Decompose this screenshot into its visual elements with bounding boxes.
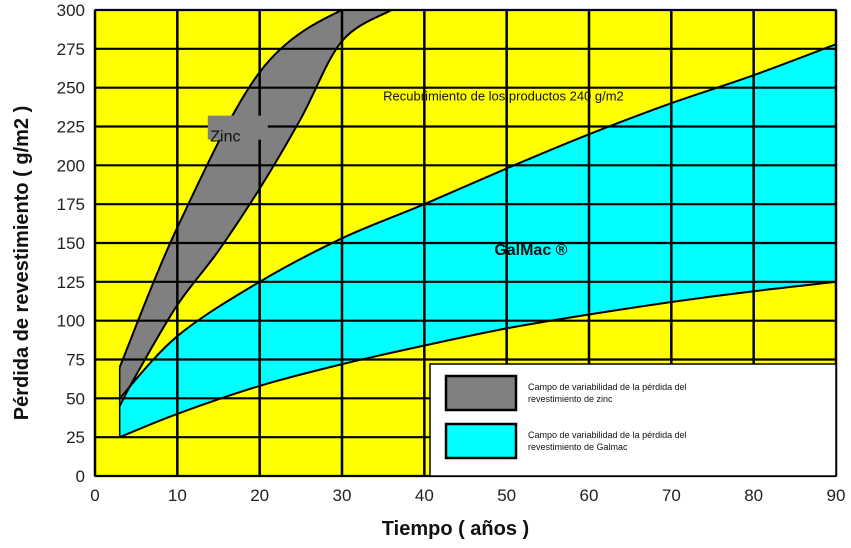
x-tick-2: 20 — [250, 486, 269, 505]
y-tick-labels: 0 25 50 75 100 125 150 175 200 225 250 275 300 — [57, 1, 85, 486]
x-tick-4: 40 — [415, 486, 434, 505]
y-axis-title: Pérdida de revestimiento ( g/m2 ) — [11, 106, 33, 421]
x-tick-6: 60 — [580, 486, 599, 505]
legend-swatch-1 — [444, 422, 518, 460]
data-areas — [119, 10, 836, 438]
upper-boundary-0 — [118, 10, 392, 368]
y-tick-7: 175 — [57, 195, 85, 214]
y-tick-3: 75 — [66, 351, 85, 370]
legend-label-0: Campo de variabilidad de la pérdida del r… — [528, 382, 687, 404]
x-tick-labels: 0 10 20 30 40 50 60 70 80 90 — [90, 486, 845, 505]
y-tick-0: 0 — [76, 467, 85, 486]
area-1 — [119, 44, 836, 438]
legend-label-1: Campo de variabilidad de la pérdida del r… — [528, 430, 687, 452]
y-tick-9: 225 — [57, 118, 85, 137]
y-tick-12: 300 — [57, 1, 85, 20]
y-tick-10: 250 — [57, 79, 85, 98]
y-tick-2: 50 — [66, 389, 85, 408]
x-tick-7: 70 — [662, 486, 681, 505]
x-tick-5: 50 — [497, 486, 516, 505]
zinc-label-bg — [207, 115, 268, 140]
y-tick-8: 200 — [57, 156, 85, 175]
x-tick-9: 90 — [827, 486, 846, 505]
legend-swatch-0 — [444, 374, 518, 412]
zinc-region-label: Zinc — [210, 128, 240, 145]
x-tick-1: 10 — [168, 486, 187, 505]
x-tick-0: 0 — [90, 486, 99, 505]
legend: Campo de variabilidad de la pérdida del r… — [429, 363, 837, 477]
y-tick-6: 150 — [57, 234, 85, 253]
region-labels: Zinc GalMac ® — [207, 115, 568, 259]
lower-boundary-1 — [119, 280, 836, 439]
galmac-region-label: GalMac ® — [494, 242, 567, 259]
y-tick-11: 275 — [57, 40, 85, 59]
boundary-lines — [118, 10, 836, 439]
x-axis-title: Tiempo ( años ) — [382, 518, 529, 540]
y-tick-1: 25 — [66, 428, 85, 447]
upper-boundary-1 — [118, 43, 836, 400]
coating-annotation: Recubrimiento de los productos 240 g/m2 — [383, 88, 624, 103]
x-tick-3: 30 — [333, 486, 352, 505]
lower-boundary-0 — [118, 10, 392, 407]
y-tick-4: 100 — [57, 312, 85, 331]
area-0 — [119, 10, 392, 407]
x-tick-8: 80 — [744, 486, 763, 505]
y-tick-5: 125 — [57, 273, 85, 292]
